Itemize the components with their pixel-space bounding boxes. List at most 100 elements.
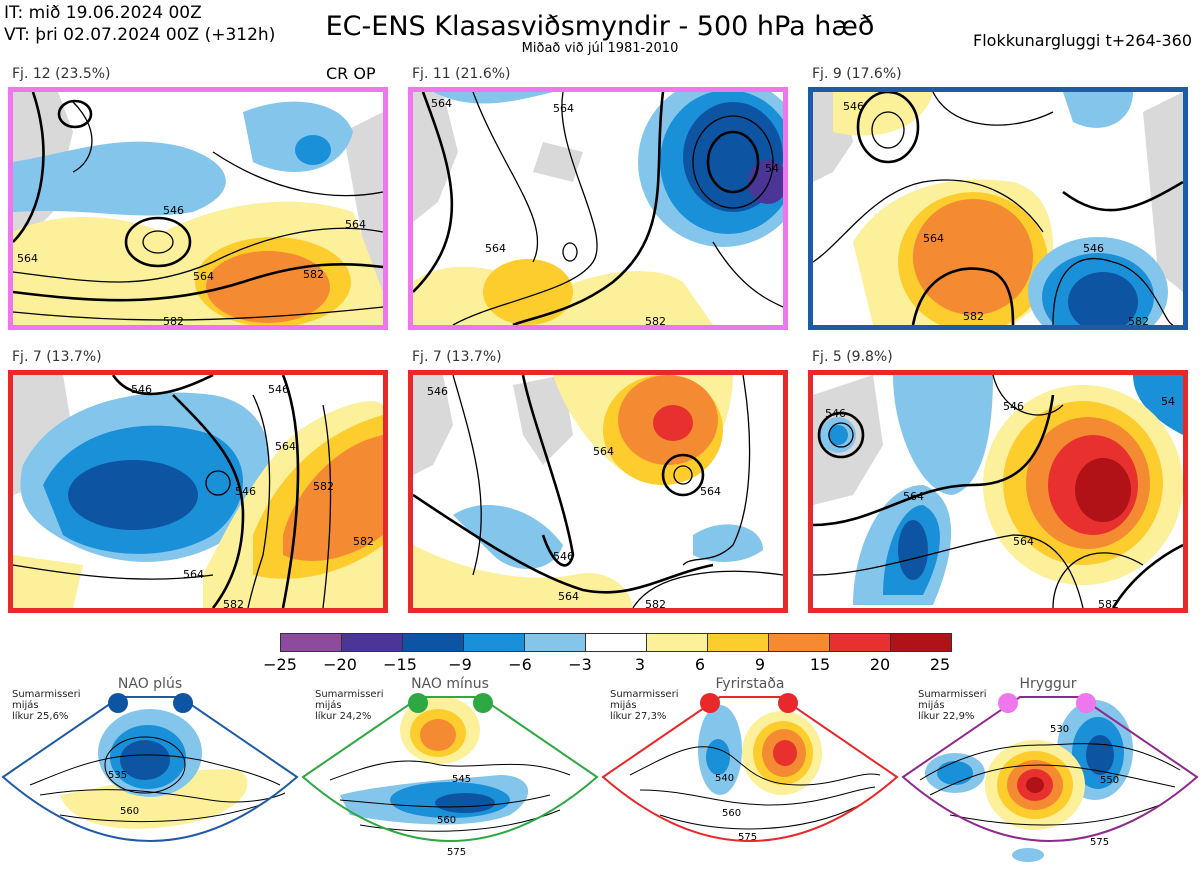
colorbar-swatch bbox=[708, 634, 769, 651]
regime-info: Sumarmisseri mijás líkur 27,3% bbox=[610, 689, 678, 722]
panel-label-2: Fj. 11 (21.6%) bbox=[412, 66, 511, 82]
anom-pos-core bbox=[913, 199, 1033, 315]
colorbar-swatch bbox=[769, 634, 830, 651]
colorbar-swatch bbox=[830, 634, 891, 651]
anom-neg bbox=[243, 101, 353, 172]
contour-label: 546 bbox=[825, 407, 846, 420]
contour-label: 546 bbox=[1003, 400, 1024, 413]
colorbar-swatch bbox=[525, 634, 586, 651]
cluster-map-1: 546 564 564 582 582 564 bbox=[8, 87, 388, 330]
anom-pos-core bbox=[420, 719, 456, 751]
regime-map-svg: 545 560 575 bbox=[301, 693, 599, 858]
regime-sector-border bbox=[301, 696, 599, 842]
contour-labels: 546 546 564 564 582 54 bbox=[825, 395, 1175, 608]
regime-map-svg: 540 560 575 bbox=[601, 693, 899, 843]
anom-pos-core bbox=[653, 405, 693, 441]
classification-window: Flokkunargluggi t+264-360 bbox=[973, 31, 1192, 50]
regime-nao-minus: 545 560 575 Sumarmisseri mijás líkur 24,… bbox=[300, 675, 600, 871]
cluster-map-4: 546 546 564 582 546 564 582 582 bbox=[8, 370, 388, 613]
regime-info: Sumarmisseri mijás líkur 22,9% bbox=[918, 689, 986, 722]
anom-neg bbox=[13, 141, 226, 216]
colorbar-swatch bbox=[647, 634, 708, 651]
colorbar-tick: 20 bbox=[869, 655, 891, 674]
contour-label: 575 bbox=[1090, 837, 1109, 848]
anom-pos bbox=[13, 555, 83, 608]
anom-neg bbox=[1063, 92, 1133, 128]
contour-label: 545 bbox=[452, 774, 471, 785]
regime-marker bbox=[998, 693, 1018, 713]
colorbar-tick: 6 bbox=[694, 655, 706, 674]
contour-label: 564 bbox=[903, 490, 924, 503]
contour-label: 582 bbox=[645, 315, 666, 325]
anom-pos bbox=[413, 545, 633, 608]
regime-sector-border bbox=[1, 696, 299, 842]
anom-pos bbox=[483, 259, 573, 325]
contour-label: 582 bbox=[645, 598, 666, 608]
colorbar-tick: 15 bbox=[809, 655, 831, 674]
regime-sector-border bbox=[901, 696, 1199, 842]
colorbar-tick: −25 bbox=[263, 655, 297, 674]
contour-label: 582 bbox=[1098, 598, 1119, 608]
regime-marker bbox=[173, 693, 193, 713]
regime-mean: mijás bbox=[315, 700, 342, 711]
colorbar-tick: 3 bbox=[634, 655, 646, 674]
contour-label: 575 bbox=[738, 832, 757, 843]
anom-neg-core bbox=[68, 460, 198, 530]
contour-label: 546 bbox=[843, 100, 864, 113]
regime-marker bbox=[700, 693, 720, 713]
contour-label: 546 bbox=[268, 383, 289, 396]
colorbar-swatch bbox=[464, 634, 525, 651]
regime-prob: líkur 24,2% bbox=[315, 711, 372, 722]
contour-label: 564 bbox=[593, 445, 614, 458]
panel-label-4: Fj. 7 (13.7%) bbox=[12, 349, 102, 365]
regime-mean: mijás bbox=[918, 700, 945, 711]
contour-label: 530 bbox=[1050, 724, 1069, 735]
colorbar-swatch bbox=[403, 634, 464, 651]
contour-label: 564 bbox=[345, 218, 366, 231]
panel-label-1: Fj. 12 (23.5%) bbox=[12, 66, 111, 82]
contour-label: 582 bbox=[313, 480, 334, 493]
page-title: EC-ENS Klasasviðsmyndir - 500 hPa hæð bbox=[325, 11, 875, 42]
anom-neg bbox=[1012, 848, 1044, 862]
anom-pos-core bbox=[1075, 458, 1131, 522]
contour-label: 564 bbox=[553, 102, 574, 115]
regime-name: NAO mínus bbox=[411, 676, 489, 692]
regime-marker bbox=[473, 693, 493, 713]
regime-map-svg: 530 550 575 bbox=[901, 693, 1199, 862]
contour-label: 564 bbox=[1013, 535, 1034, 548]
contour-label: 54 bbox=[765, 162, 779, 175]
contour-label: 564 bbox=[193, 270, 214, 283]
anom-neg bbox=[453, 505, 563, 569]
cluster-map-5: 546 564 564 546 564 582 bbox=[408, 370, 788, 613]
contour-label: 564 bbox=[431, 97, 452, 110]
cluster-map-1-svg: 546 564 564 582 582 564 bbox=[13, 92, 383, 325]
colorbar-swatch bbox=[586, 634, 647, 651]
contour-label: 564 bbox=[700, 485, 721, 498]
contour-label: 582 bbox=[963, 310, 984, 323]
anom-neg bbox=[433, 92, 553, 104]
contour-label: 540 bbox=[715, 773, 734, 784]
regime-marker bbox=[408, 693, 428, 713]
cluster-map-6-svg: 546 546 564 564 582 54 bbox=[813, 375, 1183, 608]
contour-labels: 546 564 564 546 564 582 bbox=[427, 385, 721, 608]
colorbar-tick: −15 bbox=[383, 655, 417, 674]
cluster-map-2: 564 564 564 582 54 bbox=[408, 87, 788, 330]
contour-label: 535 bbox=[108, 770, 127, 781]
regime-name: NAO plús bbox=[117, 676, 183, 692]
land-greenland bbox=[413, 375, 453, 475]
regime-season: Sumarmisseri bbox=[315, 689, 384, 700]
regime-ridge: 530 550 575 Sumarmisseri mijás líkur 22,… bbox=[900, 675, 1200, 871]
contour-label: 564 bbox=[17, 252, 38, 265]
anom-neg-core bbox=[898, 520, 928, 580]
anom-pos bbox=[60, 769, 248, 829]
regime-prob: líkur 25,6% bbox=[12, 711, 69, 722]
contour-label: 546 bbox=[1083, 242, 1104, 255]
contour-label: 564 bbox=[485, 242, 506, 255]
regime-map-svg: 535 560 bbox=[1, 693, 299, 842]
anom-neg bbox=[693, 524, 763, 562]
colorbar bbox=[280, 633, 952, 652]
anom-neg-core bbox=[706, 739, 730, 775]
anom-neg bbox=[1133, 375, 1183, 435]
regime-info: Sumarmisseri mijás líkur 25,6% bbox=[12, 689, 80, 722]
regime-prob: líkur 22,9% bbox=[918, 711, 975, 722]
